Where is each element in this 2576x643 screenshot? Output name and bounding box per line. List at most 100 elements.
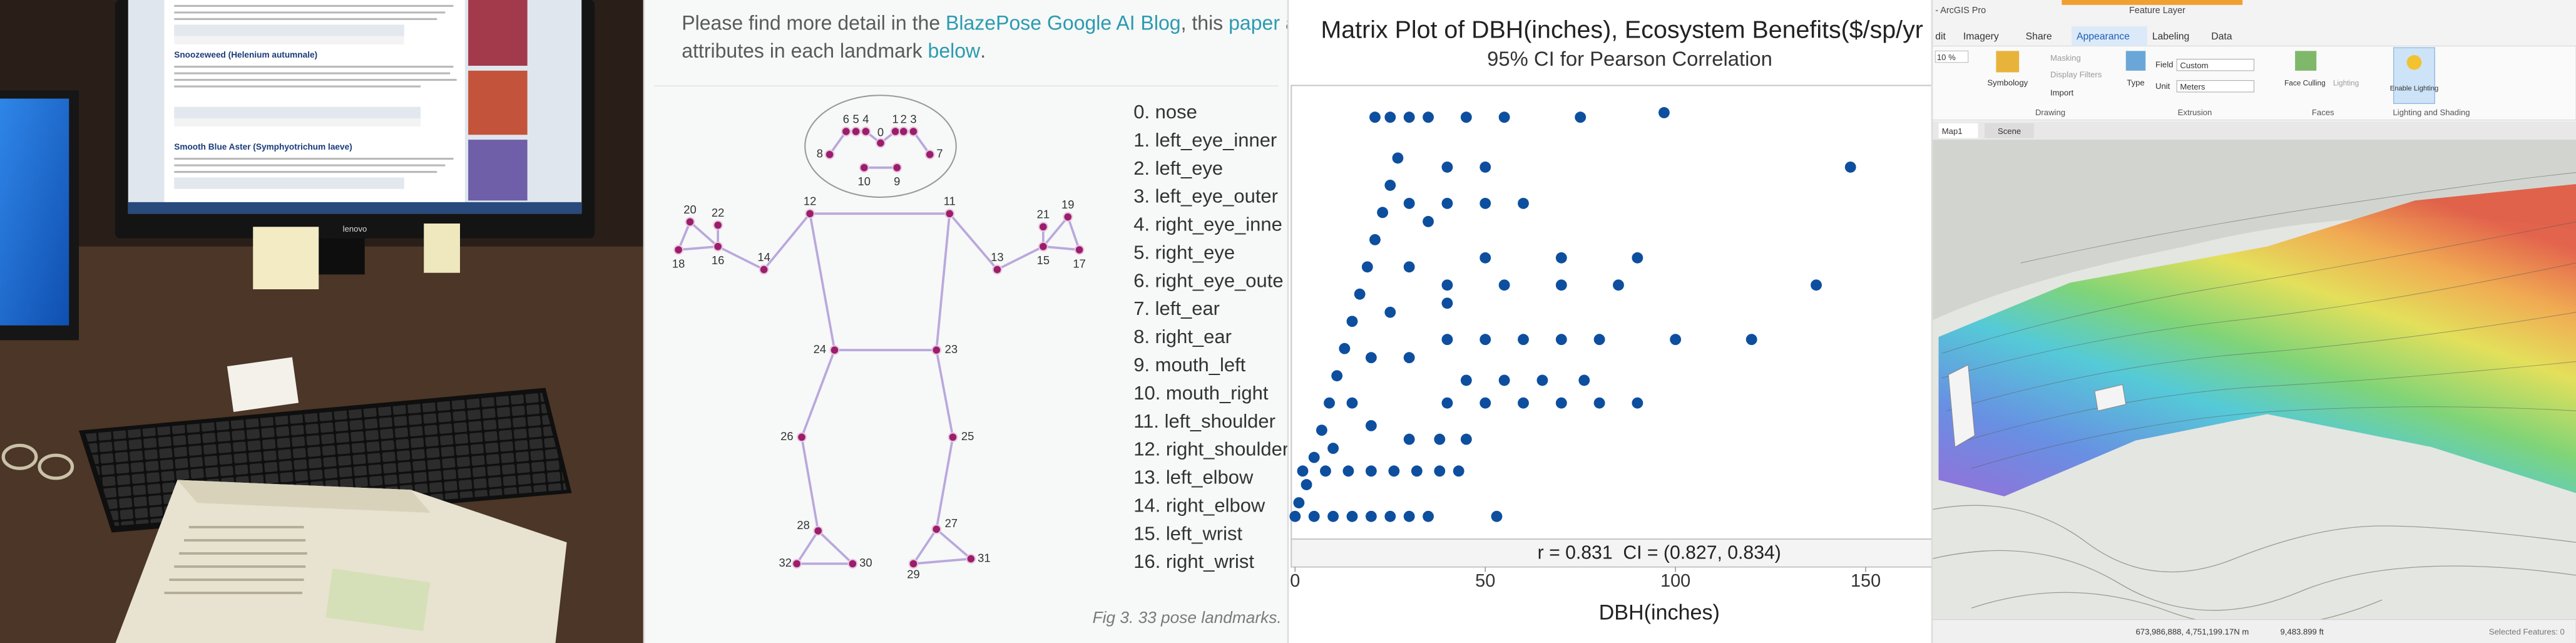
scatter-point [1423,111,1434,123]
link[interactable]: paper [1229,11,1280,34]
ribbon-button[interactable]: Type [2127,78,2144,88]
landmark-number: 8 [817,147,823,160]
ribbon-field-label: Unit [2155,81,2170,91]
scatter-point [1342,465,1354,477]
landmark-number: 26 [780,430,793,443]
landmark-number: 21 [1037,208,1050,221]
scatter-point [1453,465,1464,477]
lightbulb-icon [2406,54,2422,70]
ribbon-group-label: Faces [2312,108,2334,117]
taskbar [128,202,582,214]
scatter-point [1555,397,1567,409]
scatter-point [1491,510,1503,522]
scatter-point [1365,465,1377,477]
landmark-point [908,558,919,569]
book-text [164,526,307,594]
view-tab[interactable] [1938,123,1978,138]
type-icon[interactable] [2125,51,2146,71]
scatter-point [1384,179,1396,191]
landmark-name: 0. nose [1133,101,1197,123]
view-tab[interactable] [1985,123,2034,138]
pose-background [644,0,1288,643]
scatter-point [1480,397,1491,409]
landmark-number: 1 [892,112,899,125]
landmark-name: 10. mouth_right [1133,382,1269,404]
view-tab-bar [1932,121,2576,140]
ribbon-tab[interactable]: Appearance [2077,31,2130,42]
status-selection[interactable]: Selected Features: 0 [2489,627,2565,636]
scatter-point [1555,252,1567,264]
landmark-number: 18 [672,257,685,270]
unit-dropdown[interactable] [2176,80,2255,93]
ribbon-button[interactable]: Symbology [1987,78,2028,88]
ribbon-group-label: Drawing [2035,108,2065,117]
scatter-point [1575,111,1587,123]
landmark-point [713,220,723,230]
scatter-point [1441,197,1453,209]
ribbon-button[interactable]: Face Culling [2284,79,2326,88]
landmark-point [1038,222,1048,232]
skeleton-edge [1042,216,1069,247]
ribbon-field-label: Field [2155,60,2173,69]
symbology-icon[interactable] [1996,51,2020,73]
landmark-point [1063,212,1073,222]
scatter-point [1365,419,1377,431]
ribbon-tab[interactable]: dit [1935,31,1946,42]
scatter-point [1297,465,1309,477]
divider [653,85,1279,87]
landmark-name: 4. right_eye_inne [1133,213,1282,235]
field-value: Custom [2180,61,2208,70]
ribbon-tab[interactable]: Labeling [2152,31,2190,42]
ribbon-tab[interactable]: Imagery [1963,31,1999,42]
scatter-point [1460,374,1472,386]
status-bar [1932,619,2576,643]
scatter-point [1361,261,1373,273]
landmark-name: 9. mouth_left [1133,354,1245,376]
landmark-number: 2 [901,112,907,125]
landmark-point [851,126,861,136]
landmark-point [797,432,807,443]
scatter-point [1632,252,1643,264]
landmark-name: 5. right_eye [1133,241,1235,263]
ribbon-tab[interactable]: Data [2211,31,2232,42]
x-tick-label: 100 [1660,571,1690,591]
landmark-number: 30 [859,556,872,569]
skeleton-edge [913,557,971,565]
landmark-number: 3 [910,112,916,125]
landmark-point [673,245,683,255]
glasses [1,443,74,480]
landmark-point [908,126,919,136]
scatter-point [1423,510,1434,522]
scatter-point [1365,510,1377,522]
zoom-box[interactable] [1935,50,1969,63]
ribbon-button[interactable]: Import [2050,88,2074,97]
scatter-point [1293,497,1305,508]
landmark-number: 17 [1073,257,1085,270]
skeleton-edge [1066,216,1081,250]
ribbon-button[interactable]: Masking [2050,53,2081,63]
face-culling-icon[interactable] [2295,51,2317,71]
landmark-point [847,558,858,569]
scatter-point [1377,207,1389,219]
scatter-point [1403,261,1415,273]
landmark-point [841,126,851,136]
landmark-point [805,208,815,219]
ribbon-button[interactable]: Lighting [2333,79,2359,88]
plot-panel: Matrix Plot of DBH(inches), Ecosystem Be… [1288,0,1932,643]
ribbon-button-label: Enable Lighting [2390,85,2439,92]
scatter-point [1324,397,1335,409]
ribbon-button[interactable]: Display Filters [2050,69,2102,79]
skeleton-edge [795,530,819,565]
scatter-point [1555,334,1567,346]
ribbon-tab[interactable]: Share [2026,31,2052,42]
scatter-point [1403,433,1415,445]
plot-background [1288,0,1932,643]
field-dropdown[interactable] [2176,58,2255,71]
skeleton-edge [1043,245,1080,251]
panel-divider [1931,0,1933,643]
app-title: - ArcGIS Pro [1935,6,1986,16]
landmark-point [829,345,840,355]
link[interactable]: below [928,39,981,62]
link[interactable]: BlazePose Google AI Blog [946,11,1181,34]
